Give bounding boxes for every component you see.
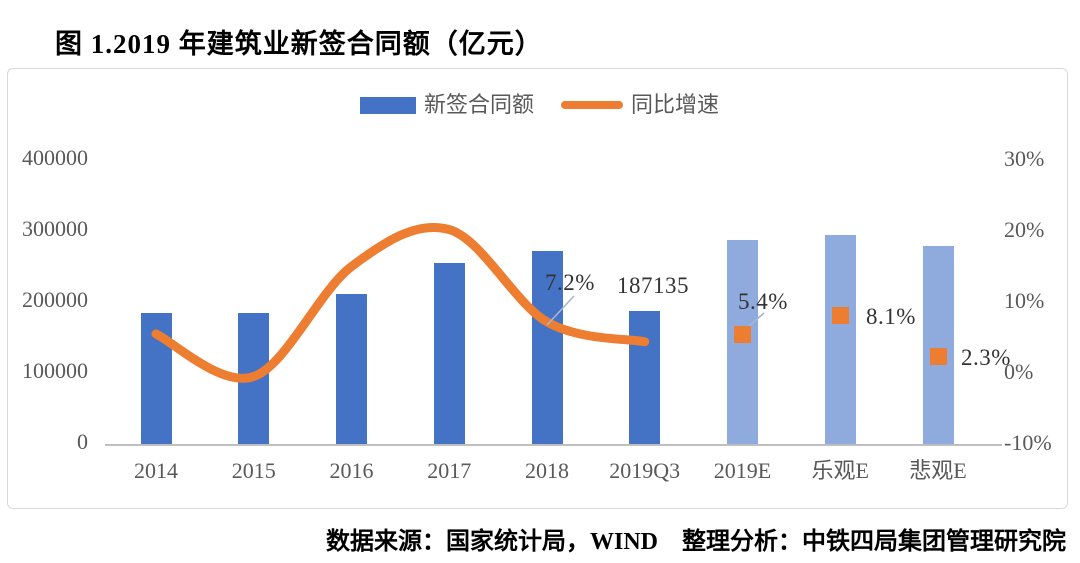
- annotation-5.4%: 5.4%: [738, 289, 788, 314]
- bar-2017: [433, 263, 465, 444]
- bar-2016: [336, 293, 367, 444]
- x-axis-label-2019Q3: 2019Q3: [609, 458, 681, 483]
- line-series-swatch-icon: [561, 101, 624, 109]
- left-axis-tick-0: 0: [77, 429, 88, 454]
- right-axis-tick-30%: 30%: [1004, 146, 1045, 171]
- right-axis-tick--10%: -10%: [1004, 430, 1052, 455]
- x-axis-label-2018: 2018: [525, 458, 569, 483]
- bar-2019Q3: [629, 311, 661, 444]
- bar-乐观E: [824, 234, 856, 444]
- annotation-2.3%: 2.3%: [961, 345, 1011, 370]
- annotation-187135: 187135: [617, 273, 689, 298]
- left-axis-tick-400000: 400000: [22, 145, 88, 170]
- right-axis-tick-20%: 20%: [1004, 217, 1045, 242]
- legend-label-contracts: 新签合同额: [424, 92, 535, 117]
- x-axis-label-2014: 2014: [134, 458, 178, 483]
- growth-marker-2019E: [734, 326, 751, 344]
- growth-marker-乐观E: [831, 306, 849, 324]
- bar-series-swatch-icon: [360, 96, 416, 114]
- figure-title: 图 1.2019 年建筑业新签合同额（亿元）: [55, 29, 543, 59]
- annotation-7.2%: 7.2%: [545, 270, 595, 295]
- right-axis-tick-10%: 10%: [1004, 288, 1045, 313]
- legend-label-growth: 同比增速: [631, 92, 720, 117]
- right-axis-tick-0%: 0%: [1004, 359, 1034, 384]
- x-axis-label-乐观E: 乐观E: [811, 458, 869, 483]
- bar-2015: [238, 313, 270, 444]
- annotation-8.1%: 8.1%: [866, 304, 916, 329]
- bar-2014: [140, 313, 172, 444]
- x-axis-label-2016: 2016: [329, 458, 374, 483]
- legend-item-contracts: 新签合同额: [360, 94, 534, 116]
- growth-marker-悲观E: [929, 348, 947, 366]
- x-axis-label-悲观E: 悲观E: [909, 458, 967, 483]
- left-axis-tick-200000: 200000: [22, 287, 88, 312]
- left-axis-tick-300000: 300000: [22, 216, 88, 241]
- x-axis-label-2017: 2017: [427, 458, 472, 483]
- legend-item-growth: 同比增速: [561, 94, 719, 116]
- left-axis-tick-100000: 100000: [22, 358, 88, 383]
- source-note: 数据来源：国家统计局，WIND 整理分析：中铁四局集团管理研究院: [325, 529, 1066, 555]
- x-axis-label-2015: 2015: [231, 458, 276, 483]
- x-axis-line: [105, 444, 1002, 446]
- bar-悲观E: [922, 245, 954, 444]
- chart-legend: 新签合同额 同比增速: [360, 94, 719, 116]
- x-axis-label-2019E: 2019E: [713, 458, 772, 483]
